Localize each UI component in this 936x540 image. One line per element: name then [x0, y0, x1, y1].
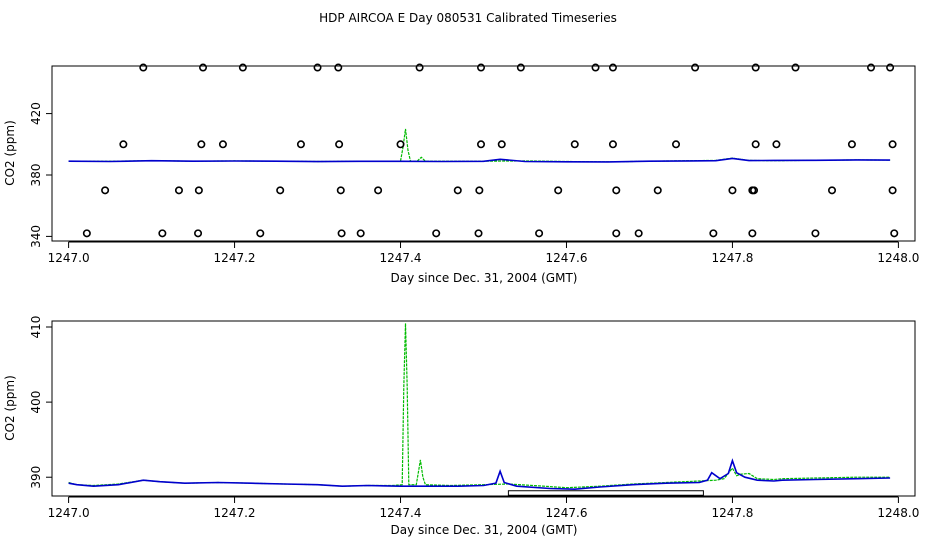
- chart-1-data-point: [356, 229, 365, 238]
- chart-2-y-tick-label: 410: [29, 316, 43, 339]
- chart-1-data-point: [888, 140, 897, 149]
- chart-2-x-tick-label: 1247.8: [711, 506, 753, 520]
- chart-1-y-axis-label: CO2 (ppm): [3, 120, 17, 186]
- chart-1-data-point: [335, 140, 344, 149]
- chart-1-data-point: [672, 140, 681, 149]
- chart-1-data-point: [811, 229, 820, 238]
- chart-2-series-line-green: [68, 323, 891, 489]
- chart-1-data-point: [194, 229, 203, 238]
- chart-1-y-tick-label: 420: [29, 102, 43, 125]
- chart-1-data-point: [477, 63, 486, 72]
- chart-1-data-point: [374, 186, 383, 195]
- chart-1-data-point: [475, 186, 484, 195]
- figure-title: HDP AIRCOA E Day 080531 Calibrated Times…: [319, 11, 617, 25]
- chart-1-data-point: [497, 140, 506, 149]
- chart-1-data-point: [396, 140, 405, 149]
- chart-1-data-point: [477, 140, 486, 149]
- chart-1-data-point: [174, 186, 183, 195]
- chart-2-series-line-blue: [68, 458, 891, 491]
- chart-2-x-tick-label: 1247.2: [214, 506, 256, 520]
- chart-2-x-axis-label: Day since Dec. 31, 2004 (GMT): [391, 523, 578, 537]
- chart-1-data-point: [554, 186, 563, 195]
- chart-1-data-point: [612, 229, 621, 238]
- chart-2-y-axis-label: CO2 (ppm): [3, 375, 17, 441]
- chart-2-x-ticks: 1247.0 1247.2 1247.4 1247.6 1247.8 1248.0: [48, 496, 919, 520]
- chart-1-data-point: [570, 140, 579, 149]
- chart-1-x-tick-label: 1247.8: [711, 251, 753, 265]
- chart-2: 1247.0 1247.2 1247.4 1247.6 1247.8 1248.0 390…: [3, 316, 919, 537]
- chart-1-data-point: [890, 229, 899, 238]
- chart-1-data-point: [751, 140, 760, 149]
- chart-2-y-ticks: 390 400 410: [29, 316, 53, 489]
- chart-1-data-point: [709, 229, 718, 238]
- chart-1-data-point: [886, 63, 895, 72]
- chart-1-y-tick-label: 340: [29, 225, 43, 248]
- chart-1-data-point: [432, 229, 441, 238]
- chart-1-data-point: [772, 140, 781, 149]
- chart-1-data-point: [474, 229, 483, 238]
- chart-1-data-point: [82, 229, 91, 238]
- chart-1-series: [68, 63, 899, 238]
- chart-1-data-point: [750, 186, 759, 195]
- chart-1-data-point: [158, 229, 167, 238]
- chart-1-data-point: [847, 140, 856, 149]
- chart-2-plot-frame: [51, 320, 916, 497]
- chart-1-x-ticks: 1247.0 1247.2 1247.4 1247.6 1247.8 1248.0: [48, 241, 919, 265]
- chart-1-y-tick-label: 380: [29, 164, 43, 187]
- chart-1-x-tick-label: 1247.0: [48, 251, 90, 265]
- chart-1-data-point: [119, 140, 128, 149]
- chart-1-data-point: [336, 186, 345, 195]
- chart-1-data-point: [608, 140, 617, 149]
- chart-1-data-point: [101, 186, 110, 195]
- chart-1-data-point: [197, 140, 206, 149]
- chart-1-x-axis-label: Day since Dec. 31, 2004 (GMT): [391, 271, 578, 285]
- chart-2-y-tick-label: 390: [29, 466, 43, 489]
- chart-1: 1247.0 1247.2 1247.4 1247.6 1247.8 1248.0 340…: [3, 63, 919, 285]
- chart-1-x-tick-label: 1247.6: [545, 251, 587, 265]
- chart-2-time-span-box: [507, 490, 704, 496]
- chart-1-data-point: [313, 63, 322, 72]
- chart-1-data-point: [828, 186, 837, 195]
- chart-2-x-tick-label: 1247.0: [48, 506, 90, 520]
- chart-1-data-point: [888, 186, 897, 195]
- chart-1-data-point: [591, 63, 600, 72]
- chart-1-series-line-blue: [68, 157, 891, 163]
- chart-1-data-point: [516, 63, 525, 72]
- chart-1-plot-frame: [51, 65, 916, 242]
- chart-2-x-tick-label: 1247.6: [545, 506, 587, 520]
- chart-1-data-point: [691, 63, 700, 72]
- chart-2-x-tick-label: 1248.0: [877, 506, 919, 520]
- chart-1-data-point: [296, 140, 305, 149]
- chart-2-y-tick-label: 400: [29, 391, 43, 414]
- chart-1-x-tick-label: 1247.4: [380, 251, 422, 265]
- chart-1-data-point: [238, 63, 247, 72]
- chart-2-series: [68, 323, 891, 496]
- chart-1-data-point: [867, 63, 876, 72]
- chart-1-data-point: [608, 63, 617, 72]
- chart-1-data-point: [415, 63, 424, 72]
- chart-1-data-point: [334, 63, 343, 72]
- chart-1-data-point: [453, 186, 462, 195]
- chart-1-y-ticks: 340 380 420: [29, 102, 53, 248]
- chart-1-x-tick-label: 1247.2: [214, 251, 256, 265]
- chart-1-data-point: [653, 186, 662, 195]
- chart-1-data-point: [337, 229, 346, 238]
- chart-1-data-point: [199, 63, 208, 72]
- chart-1-data-point: [139, 63, 148, 72]
- chart-1-data-point: [748, 229, 757, 238]
- chart-1-data-point: [612, 186, 621, 195]
- chart-1-x-tick-label: 1248.0: [877, 251, 919, 265]
- chart-1-data-point: [751, 63, 760, 72]
- chart-1-data-point: [218, 140, 227, 149]
- chart-2-x-tick-label: 1247.4: [380, 506, 422, 520]
- chart-1-data-point: [276, 186, 285, 195]
- chart-1-data-point: [256, 229, 265, 238]
- chart-1-data-point: [194, 186, 203, 195]
- chart-1-series-line-green: [68, 128, 891, 163]
- chart-1-data-point: [791, 63, 800, 72]
- chart-1-data-point: [634, 229, 643, 238]
- chart-1-data-point: [535, 229, 544, 238]
- chart-1-data-point: [728, 186, 737, 195]
